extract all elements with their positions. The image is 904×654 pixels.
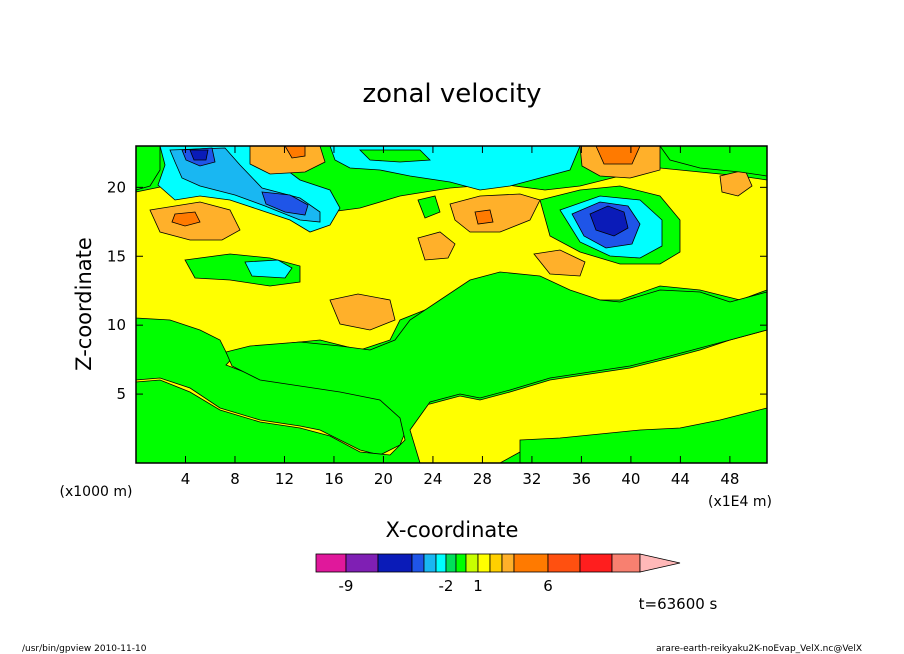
x-axis-ticks: 4 8 12 16 20 24 28 32 36 40 44 48 bbox=[181, 146, 739, 488]
x-tick-label: 36 bbox=[572, 470, 591, 488]
colorbar-cell bbox=[611, 553, 641, 573]
footer-left: /usr/bin/gpview 2010-11-10 bbox=[22, 644, 147, 654]
colorbar-labels: -9 -2 1 6 bbox=[339, 577, 553, 595]
top-dorange-right bbox=[595, 145, 641, 165]
x-tick-label: 24 bbox=[423, 470, 442, 488]
cyan-band-left bbox=[244, 259, 293, 279]
colorbar-cell bbox=[411, 553, 425, 573]
colorbar-extend-arrow bbox=[639, 553, 681, 573]
footer-right: arare-earth-reikyaku2K-noEvap_VelX.nc@Ve… bbox=[656, 644, 862, 654]
contour-fields bbox=[135, 145, 768, 464]
y-axis-ticks: 5 10 15 20 bbox=[107, 178, 767, 403]
y-axis-unit: (x1000 m) bbox=[60, 484, 133, 500]
x-tick-label: 4 bbox=[181, 470, 191, 488]
time-label: t=63600 s bbox=[639, 595, 718, 613]
orange-small-1 bbox=[329, 293, 396, 331]
orange-left-core bbox=[171, 211, 201, 227]
colorbar-cell bbox=[501, 553, 515, 573]
x-tick-label: 16 bbox=[324, 470, 343, 488]
y-tick-label: 5 bbox=[116, 385, 126, 403]
colorbar-cell bbox=[477, 553, 491, 573]
dblue-vortex bbox=[589, 205, 629, 237]
colorbar-cell bbox=[445, 553, 457, 573]
colorbar-cell bbox=[579, 553, 613, 573]
x-tick-label: 8 bbox=[230, 470, 240, 488]
colorbar bbox=[315, 553, 681, 573]
y-axis-label: Z-coordinate bbox=[72, 237, 96, 371]
colorbar-cell bbox=[513, 553, 549, 573]
blue-mid-left bbox=[261, 191, 309, 216]
y-tick-label: 10 bbox=[107, 316, 126, 334]
colorbar-cell bbox=[345, 553, 379, 573]
colorbar-label: -9 bbox=[339, 577, 354, 595]
orange-mid bbox=[449, 193, 541, 233]
y-tick-label: 15 bbox=[107, 247, 126, 265]
colorbar-label: 1 bbox=[473, 577, 483, 595]
colorbar-cell bbox=[435, 553, 447, 573]
top-green-mid bbox=[359, 149, 431, 163]
chart-title: zonal velocity bbox=[362, 79, 541, 109]
colorbar-cell bbox=[489, 553, 503, 573]
orange-small-2 bbox=[417, 231, 456, 261]
x-tick-label: 32 bbox=[522, 470, 541, 488]
x-tick-label: 20 bbox=[374, 470, 393, 488]
x-tick-label: 40 bbox=[621, 470, 640, 488]
x-axis-unit: (x1E4 m) bbox=[708, 494, 772, 510]
colorbar-cell bbox=[455, 553, 467, 573]
y-tick-label: 20 bbox=[107, 178, 126, 196]
x-tick-label: 28 bbox=[473, 470, 492, 488]
green-lower-band bbox=[135, 271, 768, 464]
orange-small-3 bbox=[533, 249, 586, 277]
colorbar-cell bbox=[377, 553, 413, 573]
x-axis-label: X-coordinate bbox=[386, 518, 519, 542]
plot-frame bbox=[135, 145, 768, 464]
colorbar-cell bbox=[423, 553, 437, 573]
x-tick-label: 12 bbox=[275, 470, 294, 488]
colorbar-label: 6 bbox=[543, 577, 553, 595]
plot-area bbox=[135, 145, 768, 464]
x-tick-label: 44 bbox=[671, 470, 690, 488]
x-tick-label: 48 bbox=[720, 470, 739, 488]
colorbar-label: -2 bbox=[439, 577, 454, 595]
colorbar-cell bbox=[315, 553, 347, 573]
orange-mid-core bbox=[474, 209, 494, 225]
colorbar-cell bbox=[465, 553, 479, 573]
top-dblue-left bbox=[189, 149, 209, 161]
green-small-mid bbox=[417, 195, 441, 219]
colorbar-cell bbox=[547, 553, 581, 573]
